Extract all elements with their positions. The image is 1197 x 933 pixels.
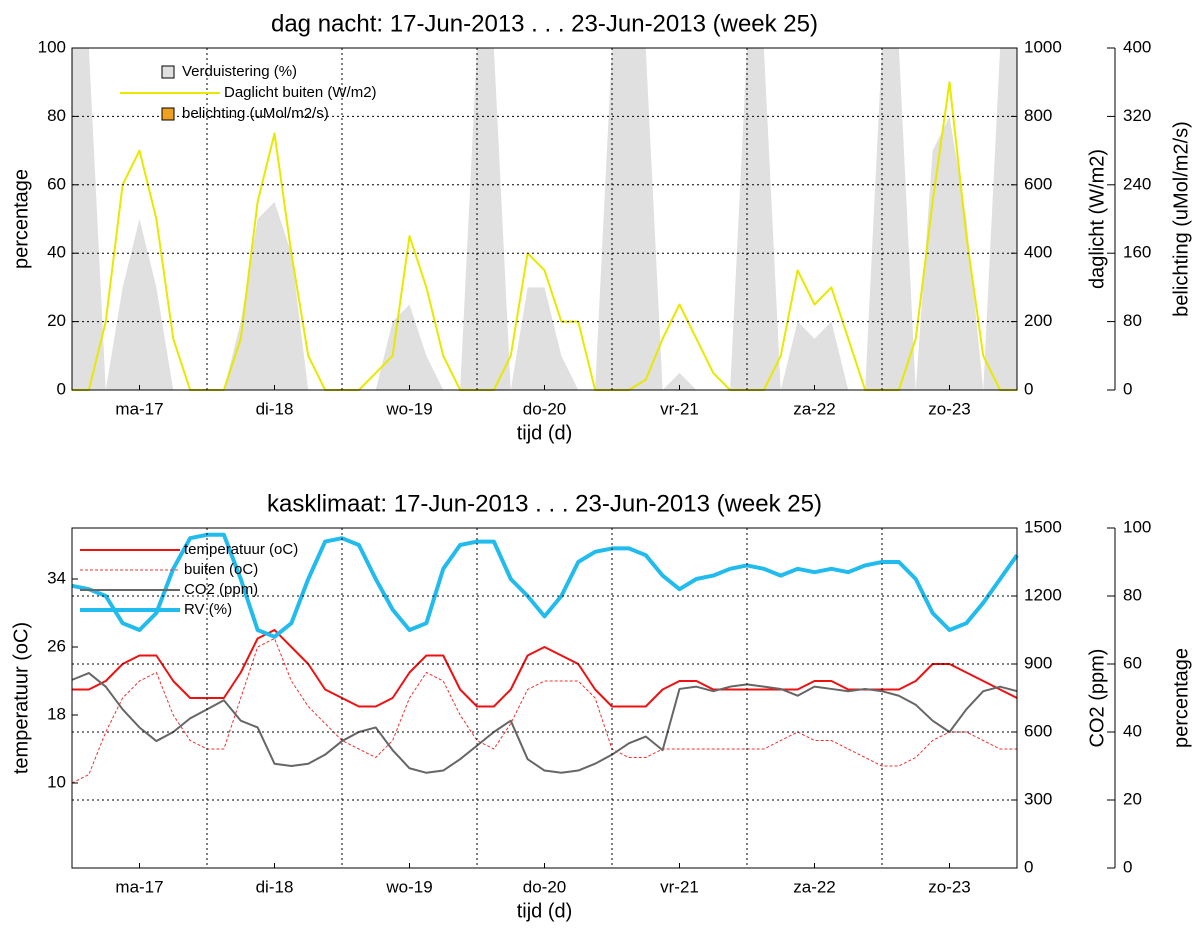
- y2-axis-label: CO2 (ppm): [1086, 649, 1108, 748]
- line: [72, 629, 1018, 708]
- y-tick-label: 80: [47, 106, 66, 125]
- x-tick-label: wo-19: [385, 399, 432, 418]
- y-tick-label: 20: [47, 311, 66, 330]
- line: [71, 638, 1017, 784]
- legend-label: buiten (oC): [184, 561, 258, 578]
- x-tick-label: zo-23: [928, 877, 971, 896]
- y2-tick-label: 0: [1024, 857, 1033, 876]
- y2-tick-label: 1000: [1024, 37, 1062, 56]
- y3-tick-label: 100: [1123, 517, 1151, 536]
- x-tick-label: do-20: [523, 877, 566, 896]
- x-tick-label: do-20: [523, 399, 566, 418]
- y3-tick-label: 240: [1123, 174, 1151, 193]
- y-tick-label: 0: [57, 379, 66, 398]
- legend-label: temperatuur (oC): [184, 541, 298, 558]
- y2-tick-label: 800: [1024, 106, 1052, 125]
- y2-axis-label: daglicht (W/m2): [1086, 149, 1108, 289]
- line: [71, 672, 1018, 774]
- y3-tick-label: 80: [1123, 311, 1142, 330]
- x-axis-label: tijd (d): [517, 422, 573, 444]
- y-tick-label: 26: [47, 636, 66, 655]
- legend-label: Verduistering (%): [182, 63, 297, 80]
- x-tick-label: vr-21: [660, 399, 699, 418]
- chart-title: kasklimaat: 17-Jun-2013 . . . 23-Jun-201…: [267, 490, 822, 517]
- y-tick-label: 34: [47, 568, 66, 587]
- y2-tick-label: 300: [1024, 789, 1052, 808]
- y3-axis-label: percentage: [1170, 648, 1192, 748]
- area: [72, 48, 1017, 390]
- y-tick-label: 40: [47, 243, 66, 262]
- y2-tick-label: 600: [1024, 174, 1052, 193]
- y2-tick-label: 400: [1024, 243, 1052, 262]
- line: [71, 532, 1019, 639]
- y2-tick-label: 200: [1024, 311, 1052, 330]
- x-tick-label: za-22: [793, 877, 836, 896]
- y-axis-label: temperatuur (oC): [10, 622, 32, 774]
- y3-tick-label: 320: [1123, 106, 1151, 125]
- x-tick-label: vr-21: [660, 877, 699, 896]
- x-tick-label: di-18: [256, 399, 294, 418]
- x-axis-label: tijd (d): [517, 900, 573, 922]
- y-tick-label: 60: [47, 174, 66, 193]
- y3-tick-label: 60: [1123, 653, 1142, 672]
- x-tick-label: ma-17: [115, 399, 163, 418]
- y2-tick-label: 600: [1024, 721, 1052, 740]
- legend-swatch: [161, 107, 175, 121]
- y3-tick-label: 400: [1123, 37, 1151, 56]
- x-tick-label: ma-17: [115, 877, 163, 896]
- y3-tick-label: 0: [1123, 379, 1132, 398]
- legend-label: CO2 (ppm): [184, 581, 258, 598]
- chart-title: dag nacht: 17-Jun-2013 . . . 23-Jun-2013…: [271, 10, 818, 37]
- x-tick-label: di-18: [256, 877, 294, 896]
- x-tick-label: zo-23: [928, 399, 971, 418]
- y3-tick-label: 40: [1123, 721, 1142, 740]
- y-tick-label: 100: [38, 37, 66, 56]
- y2-tick-label: 1200: [1024, 585, 1062, 604]
- y3-axis-label: belichting (uMol/m2/s): [1170, 121, 1192, 317]
- legend-label: Daglicht buiten (W/m2): [224, 84, 377, 101]
- y-tick-label: 18: [47, 704, 66, 723]
- legend-label: RV (%): [184, 601, 232, 618]
- y2-tick-label: 1500: [1024, 517, 1062, 536]
- y3-tick-label: 20: [1123, 789, 1142, 808]
- y-tick-label: 10: [47, 772, 66, 791]
- line: [72, 81, 1017, 391]
- y-axis-label: percentage: [10, 169, 32, 269]
- y3-tick-label: 0: [1123, 857, 1132, 876]
- x-tick-label: wo-19: [385, 877, 432, 896]
- y2-tick-label: 0: [1024, 379, 1033, 398]
- y3-tick-label: 80: [1123, 585, 1142, 604]
- legend-swatch: [161, 65, 175, 79]
- x-tick-label: za-22: [793, 399, 836, 418]
- legend-label: belichting (uMol/m2/s): [182, 105, 329, 122]
- y2-tick-label: 900: [1024, 653, 1052, 672]
- y3-tick-label: 160: [1123, 243, 1151, 262]
